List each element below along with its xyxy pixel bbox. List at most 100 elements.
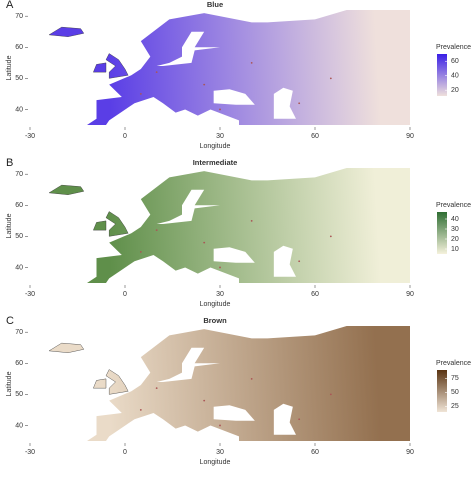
sample-site: [298, 260, 301, 263]
legend-tick-label: 20: [451, 87, 459, 94]
land: [48, 184, 85, 195]
map-panel: A Blue -30 0 30 60 90 40 50 60 70 Longitude Latitude…: [6, 0, 471, 150]
x-tick-label: 30: [216, 449, 224, 456]
sample-site: [250, 219, 253, 222]
y-tick-label: 50: [15, 233, 23, 240]
land: [105, 369, 129, 395]
legend-tick-label: 25: [451, 403, 459, 410]
legend-title: Prevalence: [436, 202, 471, 209]
legend-colorbar: [437, 212, 447, 254]
y-tick-label: 60: [15, 360, 23, 367]
y-tick-label: 40: [15, 264, 23, 271]
map-panel: B Intermediate -30 0 30 60 90 40 50 60 70 Longitude…: [6, 157, 471, 308]
sample-site: [219, 108, 221, 111]
legend-tick-label: 75: [451, 375, 459, 382]
x-tick-label: -30: [25, 133, 35, 140]
x-tick-label: 90: [406, 291, 414, 298]
sea: [213, 89, 255, 105]
land: [105, 211, 129, 237]
panel-letter: B: [6, 157, 13, 169]
sample-site: [203, 241, 206, 244]
y-tick-label: 50: [15, 75, 23, 82]
y-axis-label: Latitude: [6, 55, 13, 80]
x-tick-label: 0: [123, 291, 127, 298]
legend-tick-label: 40: [451, 73, 459, 80]
y-tick-label: 70: [15, 329, 23, 336]
x-tick-label: -30: [25, 449, 35, 456]
legend-tick-label: 50: [451, 389, 459, 396]
x-tick-label: 60: [311, 449, 319, 456]
sample-site: [203, 399, 206, 402]
legend-title: Prevalence: [436, 360, 471, 367]
sea: [213, 247, 255, 263]
sea: [273, 245, 296, 277]
y-tick-label: 60: [15, 202, 23, 209]
sample-site: [250, 377, 253, 380]
sample-site: [219, 266, 221, 269]
map-panel: C Brown -30 0 30 60 90 40 50 60 70 Longitude Latitud…: [6, 315, 471, 466]
legend-tick-label: 60: [451, 58, 459, 65]
x-axis-label: Longitude: [200, 301, 231, 308]
x-tick-label: 30: [216, 133, 224, 140]
y-tick-label: 70: [15, 13, 23, 20]
x-tick-label: -30: [25, 291, 35, 298]
panel-letter: C: [6, 315, 14, 327]
land: [93, 62, 107, 73]
x-tick-label: 60: [311, 133, 319, 140]
land: [48, 26, 85, 37]
legend-tick-label: 30: [451, 226, 459, 233]
land: [93, 220, 107, 231]
y-axis-label: Latitude: [6, 371, 13, 396]
panel-title: Brown: [203, 316, 227, 325]
panel-title: Blue: [207, 0, 223, 9]
panel-title: Intermediate: [193, 158, 238, 167]
sea: [156, 347, 220, 382]
legend-tick-label: 40: [451, 216, 459, 223]
y-tick-label: 40: [15, 106, 23, 113]
sample-site: [155, 229, 158, 232]
sea: [87, 326, 347, 441]
x-tick-label: 0: [123, 449, 127, 456]
x-tick-label: 90: [406, 133, 414, 140]
sea: [273, 403, 296, 435]
sea: [273, 87, 296, 119]
sea: [156, 31, 220, 66]
sample-site: [250, 61, 253, 64]
sample-site: [139, 251, 142, 253]
x-axis-label: Longitude: [200, 143, 231, 150]
x-axis-label: Longitude: [200, 459, 231, 466]
sample-site: [203, 83, 206, 86]
legend-colorbar: [437, 54, 447, 96]
sample-site: [298, 102, 301, 105]
x-tick-label: 0: [123, 133, 127, 140]
sea: [106, 255, 239, 283]
sample-site: [155, 71, 158, 74]
y-tick-label: 50: [15, 391, 23, 398]
legend-colorbar: [437, 370, 447, 412]
x-tick-label: 90: [406, 449, 414, 456]
sea: [87, 10, 347, 125]
land: [105, 53, 129, 79]
legend-title: Prevalence: [436, 44, 471, 51]
sample-site: [329, 393, 332, 396]
sample-site: [329, 235, 332, 238]
sample-site: [219, 424, 221, 427]
x-tick-label: 30: [216, 291, 224, 298]
legend-tick-label: 10: [451, 246, 459, 253]
sample-site: [155, 387, 158, 390]
land: [93, 378, 107, 389]
y-tick-label: 60: [15, 44, 23, 51]
sample-site: [139, 93, 142, 95]
y-tick-label: 40: [15, 422, 23, 429]
sample-site: [139, 409, 142, 411]
sea: [156, 189, 220, 224]
sample-site: [298, 418, 301, 421]
y-tick-label: 70: [15, 171, 23, 178]
sea: [106, 413, 239, 441]
y-axis-label: Latitude: [6, 213, 13, 238]
sea: [106, 97, 239, 125]
legend-tick-label: 20: [451, 236, 459, 243]
sea: [87, 168, 347, 283]
x-tick-label: 60: [311, 291, 319, 298]
